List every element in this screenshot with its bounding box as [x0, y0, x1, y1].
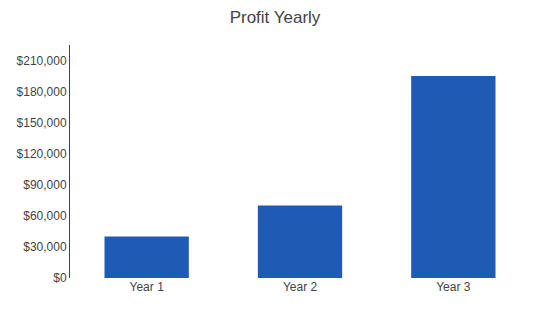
svg-text:$120,000: $120,000	[17, 147, 67, 161]
svg-text:$210,000: $210,000	[17, 54, 67, 68]
svg-text:Year 2: Year 2	[283, 280, 318, 294]
svg-text:Year 3: Year 3	[436, 280, 471, 294]
svg-text:$60,000: $60,000	[23, 209, 67, 223]
svg-text:$0: $0	[53, 271, 67, 285]
svg-text:Year 1: Year 1	[130, 280, 165, 294]
svg-text:$180,000: $180,000	[17, 85, 67, 99]
svg-text:$30,000: $30,000	[23, 240, 67, 254]
svg-text:Profit Yearly: Profit Yearly	[230, 8, 321, 27]
svg-text:$90,000: $90,000	[23, 178, 67, 192]
svg-text:$150,000: $150,000	[17, 116, 67, 130]
